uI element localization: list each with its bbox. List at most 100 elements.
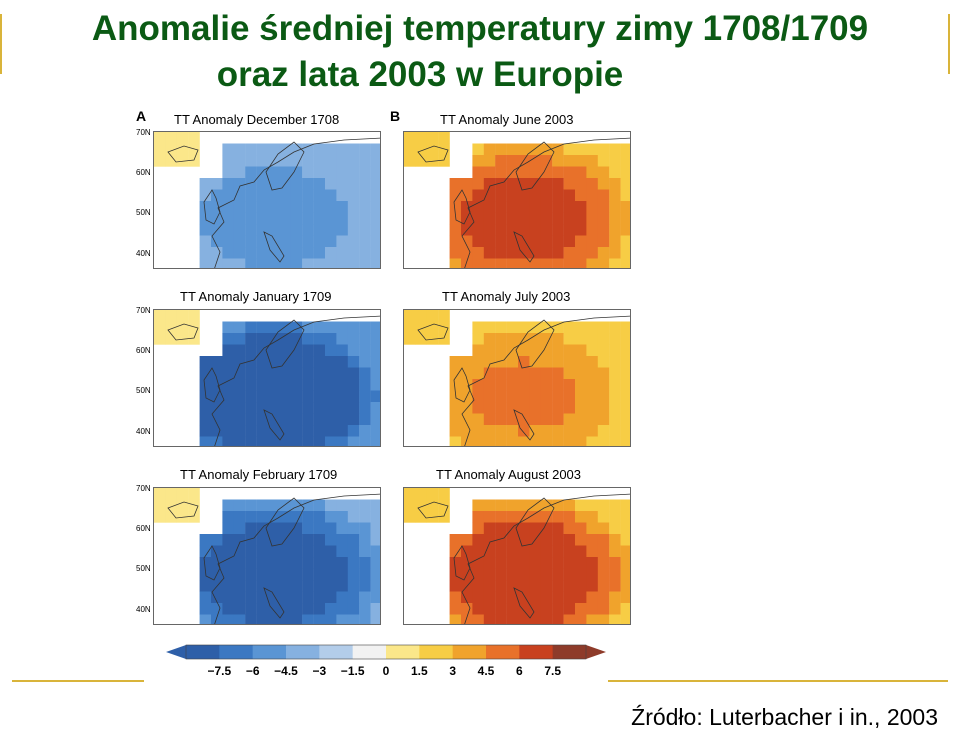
anomaly-cell bbox=[438, 310, 450, 322]
colorbar-segment bbox=[386, 645, 420, 659]
anomaly-cell bbox=[609, 557, 621, 569]
scandinavia-outline bbox=[265, 319, 305, 369]
anomaly-cell bbox=[518, 143, 530, 156]
anomaly-cell bbox=[290, 155, 303, 167]
anomaly-cell bbox=[426, 310, 439, 322]
anomaly-cell bbox=[370, 557, 380, 569]
anomaly-cell bbox=[506, 333, 519, 345]
anomaly-cell bbox=[597, 557, 610, 569]
anomaly-cell bbox=[359, 425, 371, 437]
anomaly-cell bbox=[529, 321, 541, 334]
scandinavia-outline bbox=[515, 141, 555, 191]
anomaly-cell bbox=[449, 247, 462, 259]
anomaly-cell bbox=[449, 436, 462, 446]
anomaly-cell bbox=[336, 580, 348, 592]
anomaly-cell bbox=[313, 425, 326, 437]
anomaly-cell bbox=[563, 367, 576, 380]
anomaly-cell bbox=[529, 379, 541, 391]
anomaly-cell bbox=[483, 511, 496, 523]
anomaly-cell bbox=[609, 247, 621, 259]
anomaly-cell bbox=[609, 235, 621, 248]
anomaly-cell bbox=[313, 143, 326, 156]
anomaly-cell bbox=[325, 166, 337, 179]
anomaly-cell bbox=[222, 511, 234, 523]
anomaly-cell bbox=[483, 436, 496, 446]
anomaly-cell bbox=[188, 333, 200, 345]
anomaly-cell bbox=[233, 344, 246, 357]
anomaly-cell bbox=[518, 534, 530, 546]
anomaly-cell bbox=[518, 545, 530, 558]
anomaly-cell bbox=[302, 557, 314, 569]
anomaly-cell bbox=[540, 178, 553, 190]
anomaly-cell bbox=[370, 212, 380, 225]
anomaly-cell bbox=[222, 499, 234, 512]
anomaly-cell bbox=[233, 155, 246, 167]
anomaly-cell bbox=[245, 258, 257, 268]
anomaly-cell bbox=[495, 591, 507, 604]
anomaly-cell bbox=[370, 235, 380, 248]
anomaly-cell bbox=[540, 189, 553, 202]
anomaly-cell bbox=[347, 321, 360, 334]
anomaly-cell bbox=[211, 235, 223, 248]
anomaly-cell bbox=[449, 224, 462, 236]
anomaly-cell bbox=[245, 591, 257, 604]
anomaly-cell bbox=[495, 511, 507, 523]
anomaly-cell bbox=[529, 333, 541, 345]
anomaly-cell bbox=[313, 614, 326, 624]
anomaly-cell bbox=[472, 603, 484, 615]
anomaly-cell bbox=[188, 143, 200, 156]
anomaly-cell bbox=[370, 568, 380, 581]
anomaly-cell bbox=[302, 333, 314, 345]
anomaly-cell bbox=[609, 155, 621, 167]
anomaly-cell bbox=[176, 143, 189, 156]
anomaly-cell bbox=[461, 557, 473, 569]
anomaly-cell bbox=[290, 189, 303, 202]
anomaly-cell bbox=[609, 178, 621, 190]
anomaly-cell bbox=[472, 247, 484, 259]
anomaly-cell bbox=[495, 413, 507, 426]
anomaly-cell bbox=[597, 425, 610, 437]
anomaly-cell bbox=[575, 201, 587, 213]
anomaly-cell bbox=[586, 356, 598, 368]
anomaly-cell bbox=[347, 603, 360, 615]
anomaly-cell bbox=[302, 178, 314, 190]
anomaly-cell bbox=[586, 499, 598, 512]
anomaly-cell bbox=[586, 591, 598, 604]
anomaly-cell bbox=[290, 499, 303, 512]
anomaly-cell bbox=[586, 224, 598, 236]
anomaly-cell bbox=[268, 557, 280, 569]
anomaly-cell bbox=[472, 258, 484, 268]
anomaly-cell bbox=[575, 258, 587, 268]
anomaly-cell bbox=[313, 344, 326, 357]
britain-outline bbox=[203, 367, 221, 403]
anomaly-cell bbox=[518, 390, 530, 403]
anomaly-cell bbox=[495, 143, 507, 156]
anomaly-cell bbox=[609, 367, 621, 380]
anomaly-cell bbox=[575, 425, 587, 437]
anomaly-cell bbox=[233, 258, 246, 268]
anomaly-cell bbox=[404, 143, 416, 156]
anomaly-cell bbox=[233, 614, 246, 624]
anomaly-cell bbox=[461, 614, 473, 624]
anomaly-cell bbox=[426, 132, 439, 144]
anomaly-cell bbox=[222, 212, 234, 225]
anomaly-cell bbox=[518, 235, 530, 248]
colorbar-tick-label: −6 bbox=[245, 664, 260, 678]
anomaly-cell bbox=[575, 402, 587, 414]
anomaly-cell bbox=[575, 189, 587, 202]
anomaly-cell bbox=[540, 321, 553, 334]
anomaly-cell bbox=[325, 212, 337, 225]
anomaly-cell bbox=[506, 425, 519, 437]
anomaly-cell bbox=[597, 534, 610, 546]
anomaly-cell bbox=[336, 189, 348, 202]
anomaly-cell bbox=[552, 568, 564, 581]
anomaly-cell bbox=[245, 166, 257, 179]
anomaly-cell bbox=[290, 557, 303, 569]
anomaly-cell bbox=[268, 522, 280, 535]
anomaly-cell bbox=[279, 143, 291, 156]
anomaly-cell bbox=[290, 224, 303, 236]
anomaly-cell bbox=[233, 534, 246, 546]
anomaly-cell bbox=[245, 511, 257, 523]
anomaly-cell bbox=[336, 591, 348, 604]
anomaly-cell bbox=[472, 545, 484, 558]
